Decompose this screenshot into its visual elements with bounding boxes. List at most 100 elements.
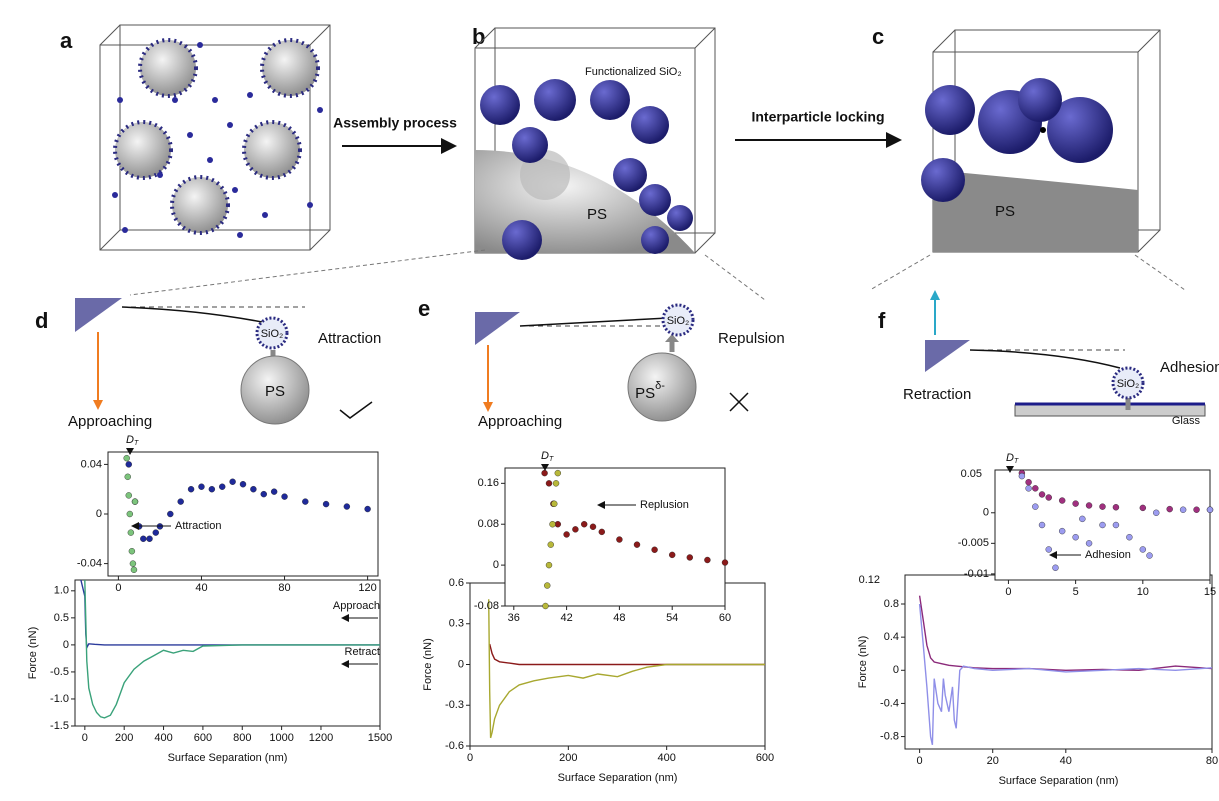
diagram-f [925, 290, 1206, 417]
data-point [127, 529, 135, 536]
sphere-name: PS [635, 385, 655, 402]
silica-spheres [480, 79, 693, 260]
motion-label: Retraction [903, 386, 971, 403]
x-tick-label: 20 [987, 755, 999, 767]
data-point [219, 483, 226, 490]
annotation: Adhesion [1085, 549, 1131, 561]
data-point [1126, 534, 1133, 541]
particle-label: SiO₂ [1117, 378, 1140, 390]
x-tick-label: 0 [917, 755, 923, 767]
arrow-label: Interparticle locking [751, 109, 884, 125]
data-point [545, 561, 553, 569]
dt-marker [1006, 466, 1014, 473]
data-point [1058, 527, 1066, 535]
x-tick-label: 1200 [309, 732, 333, 744]
data-point [1206, 506, 1214, 513]
x-tick-label: 400 [154, 732, 172, 744]
callout: Functionalized SiO₂ [585, 66, 682, 78]
data-point [1085, 540, 1093, 547]
data-point [1099, 521, 1106, 529]
force-label: Adhesion [1160, 359, 1219, 376]
callout: Inter-particle interface [1000, 64, 1106, 76]
series-label: Approach [333, 600, 380, 612]
y-axis-label: Force (nN) [422, 638, 434, 691]
data-point [542, 602, 549, 610]
y-tick-label: -0.6 [445, 740, 464, 752]
substrate-label: Glass [1172, 415, 1201, 427]
ps-surface [933, 170, 1138, 252]
dt-label: DT [541, 450, 554, 463]
x-tick-label: 200 [115, 732, 133, 744]
data-point [669, 551, 676, 559]
y-tick-label: -0.5 [50, 666, 69, 678]
data-point [1072, 534, 1079, 541]
data-point [1139, 546, 1147, 553]
x-tick-label: 1500 [368, 732, 392, 744]
x-axis-label: Surface Separation (nm) [168, 752, 288, 764]
panel-letter: d [35, 308, 48, 333]
x-tick-label: 42 [560, 612, 572, 624]
data-point [1153, 509, 1160, 516]
data-point [146, 535, 153, 542]
x-tick-label: 0 [82, 732, 88, 744]
y-tick-label: -0.3 [445, 699, 464, 711]
data-point [1072, 500, 1079, 507]
y-tick-label: -0.005 [958, 537, 989, 549]
y-tick-label: -0.8 [880, 730, 899, 742]
data-point [704, 556, 711, 564]
chart: 0 200 400 600 0.6 0.3 0 -0.3 -0.6 Surface Separat… [422, 577, 774, 784]
data-point [589, 523, 597, 530]
x-tick-label: 40 [1060, 755, 1072, 767]
y-tick-label: 0 [458, 658, 464, 670]
data-point [198, 483, 205, 490]
data-point [1038, 491, 1046, 498]
panel-letter: b [472, 24, 485, 49]
data-point [1112, 504, 1120, 511]
x-tick-label: 36 [508, 612, 520, 624]
y-axis-label: Force (nN) [27, 627, 39, 680]
data-point [1018, 472, 1026, 480]
data-point [1166, 505, 1173, 513]
plot-frame [107, 451, 379, 577]
data-point [1052, 564, 1059, 571]
panel-a-spheres [113, 38, 320, 235]
y-tick-label: 0.6 [449, 577, 464, 589]
x-tick-label: 80 [1206, 755, 1218, 767]
dt-main: D [1006, 452, 1014, 464]
x-tick-label: 10 [1137, 586, 1149, 598]
chart: 0 200 400 600 800 1000 1200 15001.00.50-0.5-1.0… [27, 579, 392, 764]
dt-label: DT [126, 434, 139, 447]
x-tick-label: 600 [756, 752, 774, 764]
sphere-label: PS [265, 383, 285, 400]
data-point [302, 498, 309, 505]
y-tick-label: 0 [63, 639, 69, 651]
data-point [544, 582, 551, 589]
x-tick-label: 800 [233, 732, 251, 744]
inset-chart: 0 5 10 15 0 -0.005 -0.01 0.05 DT Adhesion [958, 452, 1216, 598]
data-point [554, 469, 561, 477]
diagram-d [75, 298, 373, 425]
x-tick-label: 200 [559, 752, 577, 764]
data-line [488, 599, 765, 739]
dt-marker [126, 448, 134, 455]
annotation: Attraction [175, 520, 221, 532]
corner-label: 0.05 [961, 468, 982, 480]
y-tick-label: -0.04 [77, 558, 102, 570]
connector-lines [129, 249, 1186, 301]
particle-label: SiO₂ [261, 328, 284, 340]
data-point [229, 478, 236, 485]
y-tick-label: 0.8 [884, 598, 899, 610]
y-tick-label: 1.0 [54, 585, 69, 597]
dt-marker [541, 464, 549, 471]
data-point [1193, 506, 1200, 513]
y-tick-label: -1.0 [50, 693, 69, 705]
plot-frame [904, 574, 1213, 750]
y-tick-label: -1.5 [50, 720, 69, 732]
data-point [686, 554, 693, 561]
y-tick-label: 0 [96, 508, 102, 520]
data-point [633, 541, 641, 548]
x-tick-label: 54 [666, 612, 678, 624]
x-tick-label: 5 [1073, 586, 1079, 598]
x-tick-label: 1000 [269, 732, 293, 744]
